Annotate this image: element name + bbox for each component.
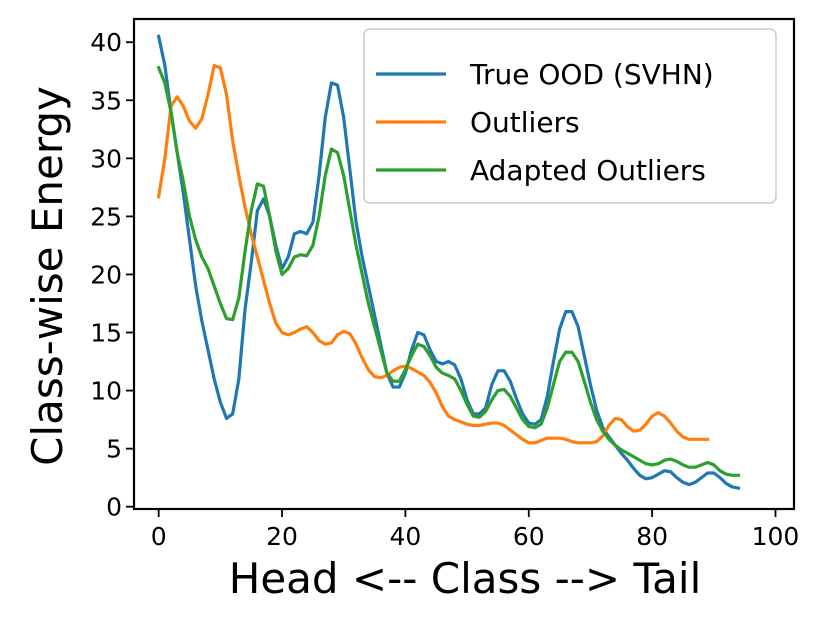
x-tick-label: 20 [266,522,298,551]
y-tick-label: 40 [90,28,122,57]
legend-label-2: Outliers [470,106,580,139]
legend-label-1: True OOD (SVHN) [469,58,714,91]
legend: True OOD (SVHN) Outliers Adapted Outliers [363,28,777,204]
series-line-1 [156,34,741,490]
x-tick-label: 0 [151,522,167,551]
x-tick-label: 40 [389,522,421,551]
series-line-3 [156,65,741,477]
y-tick-label: 0 [106,493,122,522]
y-axis-label: Class-wise Energy [23,86,72,466]
series-line-2 [156,63,710,445]
y-tick-label: 30 [90,144,122,173]
x-tick-label: 60 [513,522,545,551]
legend-label-3: Adapted Outliers [470,154,706,187]
y-tick-label: 10 [90,377,122,406]
y-tick-label: 15 [90,319,122,348]
x-tick-label: 80 [636,522,668,551]
series-layer [156,34,741,490]
x-tick-label: 100 [752,522,800,551]
y-tick-label: 25 [90,202,122,231]
y-tick-label: 5 [106,435,122,464]
y-tick-label: 35 [90,86,122,115]
plot-frame [132,17,796,511]
legend-frame [363,28,777,204]
y-tick-label: 20 [90,260,122,289]
axes-layer: 0 20 40 60 80 100 0 5 10 15 20 25 30 35 40 [90,17,800,551]
x-axis-label: Head <-- Class --> Tail [229,554,702,603]
